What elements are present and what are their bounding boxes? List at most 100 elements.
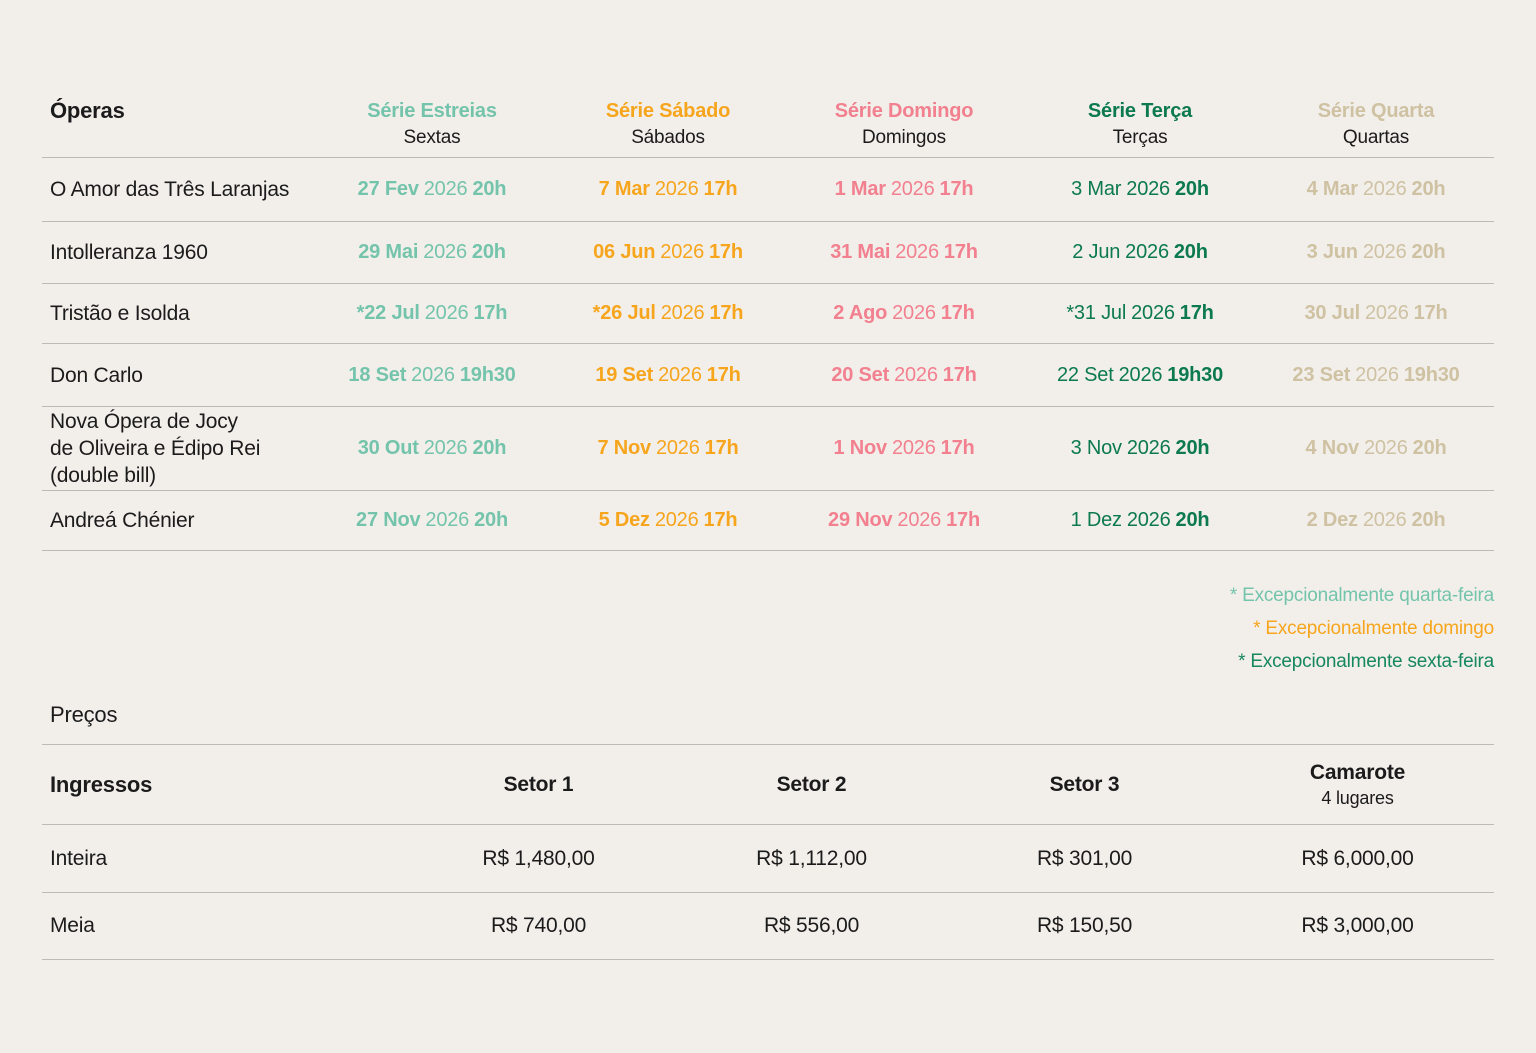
- opera-row: Tristão e Isolda *22 Jul 2026 17h *26 Jul 2…: [42, 284, 1494, 344]
- performance-date: 31 Mai 2026 17h: [786, 241, 1022, 264]
- date-day: 2 Dez: [1306, 509, 1358, 531]
- performance-date: 18 Set 2026 19h30: [314, 364, 550, 387]
- date-time: 20h: [1174, 178, 1209, 200]
- performance-date: 4 Mar 2026 20h: [1258, 178, 1494, 201]
- performance-date: 1 Mar 2026 17h: [786, 178, 1022, 201]
- date-time: 20h: [1412, 437, 1447, 459]
- series-header-sabado: Série Sábado Sábados: [550, 99, 786, 150]
- performance-date: 1 Dez 2026 20h: [1022, 509, 1258, 532]
- date-time: 19h30: [1403, 363, 1460, 386]
- operas-column-header: Óperas: [42, 99, 314, 150]
- series-subtitle: Terças: [1112, 127, 1168, 148]
- date-time: 17h: [946, 509, 980, 531]
- price-value: R$ 150,50: [1036, 914, 1133, 937]
- price-value: R$ 1,480,00: [482, 846, 595, 870]
- date-year: 2026: [1126, 437, 1171, 459]
- price-value: R$ 6,000,00: [1301, 846, 1414, 870]
- date-day: 3 Nov: [1070, 437, 1122, 459]
- date-year: 2026: [892, 302, 936, 324]
- performance-date: 19 Set 2026 17h: [550, 364, 786, 387]
- date-year: 2026: [424, 302, 469, 324]
- series-header-estreias: Série Estreias Sextas: [314, 99, 550, 150]
- date-time: 20h: [1173, 241, 1208, 263]
- opera-row: O Amor das Três Laranjas 27 Fev 2026 20h 7…: [42, 158, 1494, 222]
- ticket-type-label: Meia: [50, 914, 95, 937]
- date-time: 17h: [706, 363, 741, 386]
- performance-date: 23 Set 2026 19h30: [1258, 364, 1494, 387]
- price-value: R$ 3,000,00: [1301, 914, 1414, 937]
- performance-date: 29 Mai 2026 20h: [314, 241, 550, 264]
- performance-date: 2 Ago 2026 17h: [786, 302, 1022, 325]
- prices-header-row: Ingressos Setor 1 Setor 2 Setor 3 Camaro…: [42, 745, 1494, 825]
- date-year: 2026: [654, 178, 699, 200]
- performance-date: 22 Set 2026 19h30: [1022, 364, 1258, 387]
- series-name: Série Sábado: [605, 100, 731, 122]
- performance-date: 29 Nov 2026 17h: [786, 509, 1022, 532]
- performance-date: 3 Jun 2026 20h: [1258, 241, 1494, 264]
- performance-date: 27 Fev 2026 20h: [314, 178, 550, 201]
- date-time: 17h: [709, 302, 744, 324]
- date-day: 1 Dez: [1070, 509, 1122, 531]
- date-year: 2026: [1118, 363, 1163, 386]
- sector-3-header: Setor 3: [1049, 772, 1120, 796]
- date-year: 2026: [1362, 241, 1407, 263]
- date-day: 4 Nov: [1305, 437, 1359, 459]
- performance-date: 30 Jul 2026 17h: [1258, 302, 1494, 325]
- prices-table: Ingressos Setor 1 Setor 2 Setor 3 Camaro…: [42, 744, 1494, 960]
- performance-date: 2 Jun 2026 20h: [1022, 241, 1258, 264]
- date-day: 30 Out: [357, 437, 419, 459]
- date-year: 2026: [654, 509, 699, 531]
- price-row: Meia R$ 740,00 R$ 556,00 R$ 150,50 R$ 3,…: [42, 893, 1494, 960]
- schedule-table: Óperas Série Estreias Sextas Série Sábad…: [42, 92, 1494, 551]
- date-day: 7 Nov: [597, 437, 651, 459]
- performance-date: *26 Jul 2026 17h: [550, 302, 786, 325]
- date-time: 17h: [709, 241, 743, 263]
- performance-date: *22 Jul 2026 17h: [314, 302, 550, 325]
- date-day: 22 Set: [1056, 363, 1114, 386]
- performance-date: 2 Dez 2026 20h: [1258, 509, 1494, 532]
- date-year: 2026: [655, 437, 700, 459]
- series-name: Série Quarta: [1317, 100, 1435, 122]
- performance-date: 3 Nov 2026 20h: [1022, 437, 1258, 460]
- series-subtitle: Sábados: [631, 127, 705, 148]
- series-header-domingo: Série Domingo Domingos: [786, 99, 1022, 150]
- date-year: 2026: [895, 241, 939, 263]
- footnotes: * Excepcionalmente quarta-feira * Excepc…: [42, 579, 1494, 678]
- price-value: R$ 556,00: [763, 914, 860, 937]
- series-subtitle: Sextas: [403, 127, 461, 148]
- ticket-type-label: Inteira: [50, 846, 107, 870]
- date-time: 17h: [939, 178, 974, 200]
- series-header-quarta: Série Quarta Quartas: [1258, 99, 1494, 150]
- date-time: 17h: [940, 437, 975, 459]
- date-year: 2026: [1355, 363, 1399, 386]
- price-value: R$ 1,112,00: [756, 846, 867, 870]
- date-day: 18 Set: [348, 363, 407, 386]
- date-day: 5 Dez: [598, 509, 650, 531]
- footnote: * Excepcionalmente sexta-feira: [1238, 651, 1494, 672]
- date-day: 29 Mai: [358, 241, 419, 263]
- date-time: 19h30: [459, 363, 516, 386]
- footnote: * Excepcionalmente domingo: [1253, 618, 1494, 639]
- date-year: 2026: [660, 302, 705, 324]
- performance-date: 06 Jun 2026 17h: [550, 241, 786, 264]
- date-time: 20h: [1175, 509, 1210, 531]
- opera-title: Intolleranza 1960: [50, 241, 208, 264]
- date-day: 27 Fev: [357, 178, 419, 200]
- performance-date: 4 Nov 2026 20h: [1258, 437, 1494, 460]
- date-time: 20h: [472, 178, 507, 200]
- date-day: *31 Jul: [1066, 302, 1127, 324]
- series-subtitle: Domingos: [862, 127, 946, 148]
- date-time: 20h: [1175, 437, 1210, 459]
- opera-title: Nova Ópera de Jocy de Oliveira e Édipo R…: [50, 410, 261, 487]
- date-year: 2026: [423, 178, 468, 200]
- date-time: 17h: [940, 302, 975, 324]
- date-year: 2026: [1362, 509, 1407, 531]
- date-day: *26 Jul: [592, 302, 656, 324]
- date-time: 17h: [1179, 302, 1214, 324]
- series-subtitle: Quartas: [1342, 127, 1410, 148]
- date-time: 17h: [943, 241, 978, 263]
- date-year: 2026: [890, 178, 935, 200]
- date-day: *22 Jul: [356, 302, 420, 324]
- date-day: 2 Ago: [833, 302, 888, 324]
